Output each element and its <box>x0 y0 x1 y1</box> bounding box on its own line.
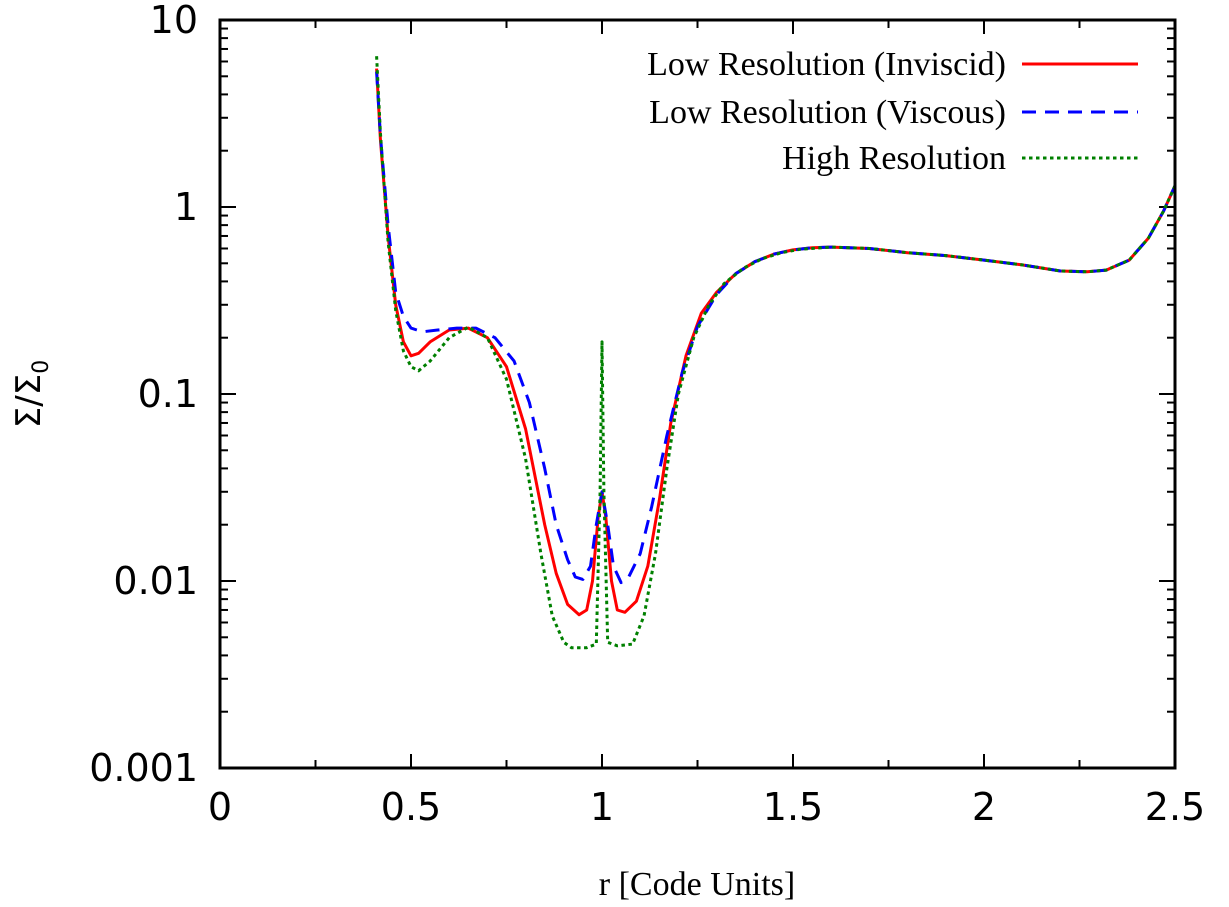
x-axis-label: r [Code Units] <box>599 866 795 903</box>
y-axis-label-main: Σ/Σ <box>9 374 49 428</box>
legend: Low Resolution (Inviscid) Low Resolution … <box>647 46 1138 177</box>
x-tick-label: 0.5 <box>381 785 441 829</box>
y-tick-labels: 0.001 0.01 0.1 1 10 <box>89 0 198 790</box>
series-line-2 <box>375 71 1175 585</box>
y-tick-label: 1 <box>174 185 198 229</box>
x-tick-label: 0 <box>208 785 232 829</box>
x-tick-label: 1.5 <box>763 785 823 829</box>
y-axis-label-sub: 0 <box>29 360 54 374</box>
y-tick-label: 10 <box>150 0 198 42</box>
axis-ticks <box>219 19 1176 769</box>
legend-label-1: Low Resolution (Inviscid) <box>647 46 1006 83</box>
y-tick-label: 0.1 <box>138 372 198 416</box>
plot-frame <box>218 18 1177 770</box>
legend-label-3: High Resolution <box>782 140 1006 177</box>
x-tick-label: 1 <box>590 785 614 829</box>
series-group <box>375 56 1175 650</box>
y-tick-label: 0.001 <box>89 746 198 790</box>
x-tick-labels: 0 0.5 1 1.5 2 2.5 <box>208 785 1205 829</box>
x-tick-label: 2.5 <box>1145 785 1205 829</box>
y-axis-label: Σ/Σ0 <box>9 360 54 428</box>
y-tick-label: 0.01 <box>113 559 198 603</box>
legend-label-2: Low Resolution (Viscous) <box>649 94 1006 131</box>
x-tick-label: 2 <box>972 785 996 829</box>
